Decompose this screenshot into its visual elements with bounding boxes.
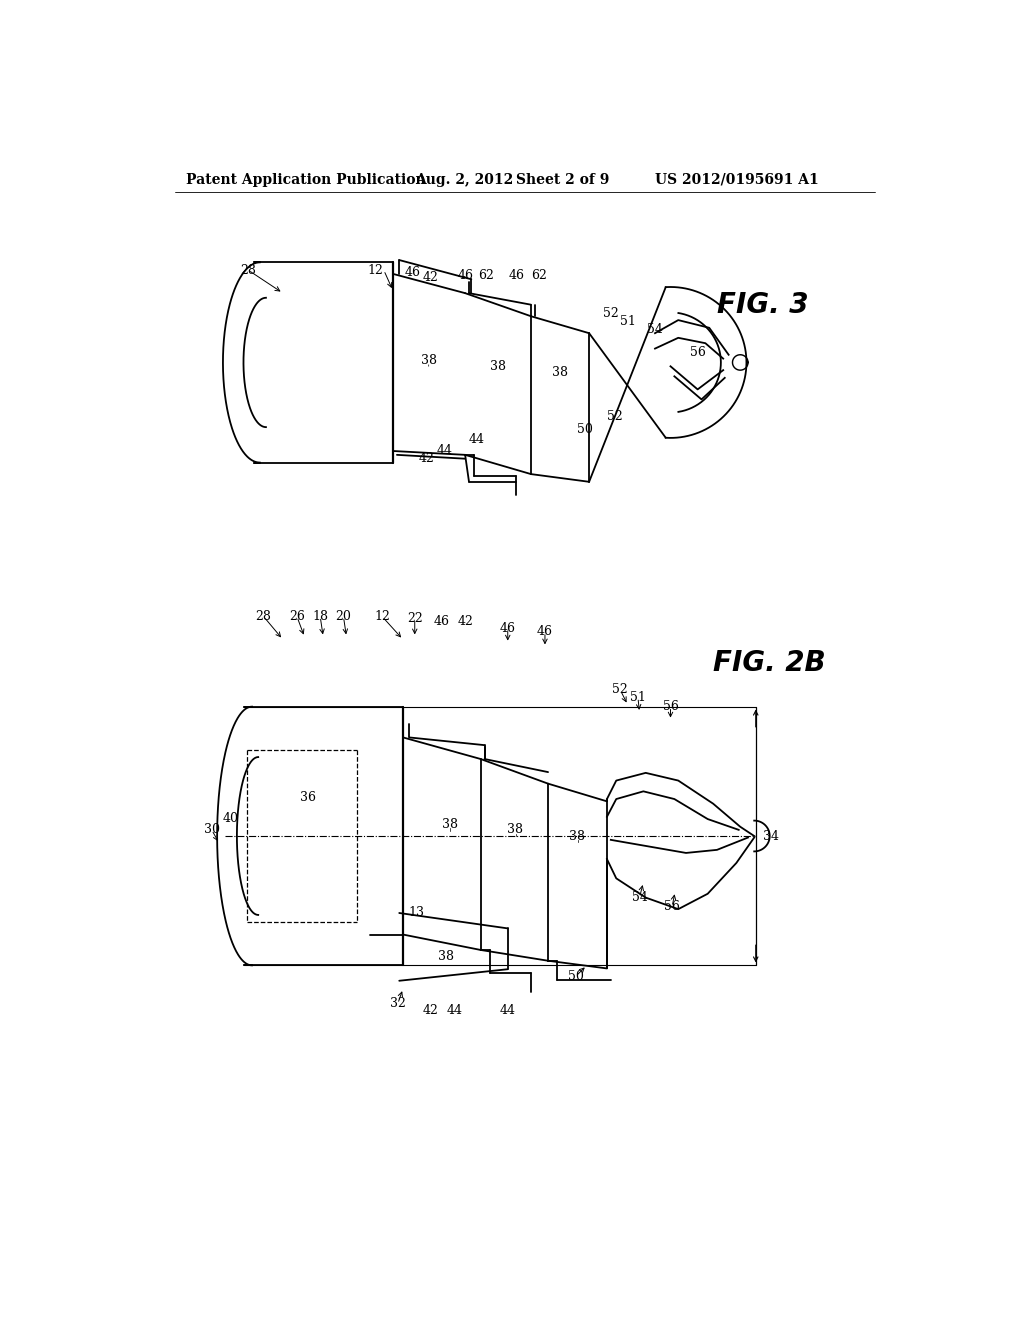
Text: Aug. 2, 2012: Aug. 2, 2012 [415,173,513,187]
Text: 52: 52 [612,684,628,696]
Text: 42: 42 [422,1005,438,1018]
Text: 38: 38 [508,824,523,837]
Text: US 2012/0195691 A1: US 2012/0195691 A1 [655,173,819,187]
Text: 42: 42 [419,453,434,465]
Text: 56: 56 [663,700,679,713]
Text: 22: 22 [407,612,423,626]
Text: 12: 12 [368,264,384,277]
Text: 38: 38 [441,818,458,832]
Text: 56: 56 [690,346,706,359]
Text: 46: 46 [537,626,553,639]
Text: 26: 26 [289,610,305,623]
Text: 50: 50 [578,422,593,436]
Text: 52: 52 [603,308,618,321]
Text: 46: 46 [434,615,450,628]
Text: 38: 38 [569,829,586,842]
Text: 46: 46 [500,622,516,635]
Text: 42: 42 [422,271,438,284]
Text: 44: 44 [436,445,453,458]
Text: 54: 54 [647,323,663,335]
Text: 38: 38 [490,360,507,372]
Text: 36: 36 [300,791,315,804]
Text: 46: 46 [509,269,525,282]
Text: 32: 32 [390,998,406,1010]
Text: FIG. 3: FIG. 3 [717,290,809,318]
Text: 62: 62 [530,269,547,282]
Text: 40: 40 [223,812,239,825]
Text: 44: 44 [447,1005,463,1018]
Text: 28: 28 [241,264,256,277]
Text: Sheet 2 of 9: Sheet 2 of 9 [515,173,609,187]
Text: 44: 44 [469,433,484,446]
Text: 38: 38 [421,354,436,367]
Text: FIG. 2B: FIG. 2B [713,648,825,677]
Text: 12: 12 [374,610,390,623]
Text: 18: 18 [312,610,329,623]
Text: 50: 50 [568,970,584,982]
Text: 42: 42 [457,615,473,628]
Text: 56: 56 [665,900,680,913]
Text: 34: 34 [763,829,779,842]
Text: 30: 30 [204,824,220,837]
Text: 38: 38 [437,950,454,964]
Text: 51: 51 [630,690,646,704]
Text: 46: 46 [404,265,421,279]
Text: 13: 13 [409,907,424,920]
Text: 52: 52 [607,409,623,422]
Text: 20: 20 [336,610,351,623]
Text: Patent Application Publication: Patent Application Publication [186,173,426,187]
Text: 28: 28 [256,610,271,623]
Text: 54: 54 [632,891,647,904]
Text: 38: 38 [553,366,568,379]
Text: 46: 46 [457,269,473,282]
Text: 44: 44 [500,1005,516,1018]
Text: 51: 51 [620,315,636,329]
Text: 62: 62 [478,269,494,282]
